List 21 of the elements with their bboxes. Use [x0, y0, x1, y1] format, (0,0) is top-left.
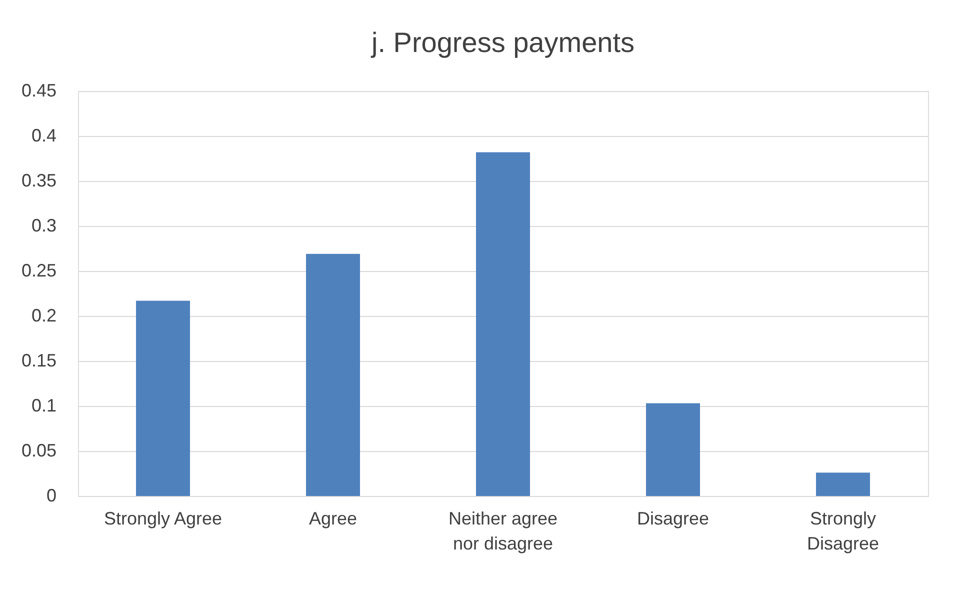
x-tick-label: Neither agree nor disagree	[448, 508, 558, 554]
y-tick-label: 0.4	[31, 126, 56, 146]
y-tick-label: 0.3	[31, 216, 56, 236]
y-tick-label: 0.05	[21, 440, 56, 460]
x-tick-label: Strongly Disagree	[806, 508, 880, 554]
bar	[646, 403, 700, 496]
y-tick-label: 0.2	[31, 306, 56, 326]
chart-title: j. Progress payments	[370, 27, 634, 58]
bar	[136, 300, 190, 496]
y-tick-label: 0.1	[31, 396, 56, 416]
bar	[816, 472, 870, 496]
y-tick-label: 0.35	[21, 170, 56, 190]
x-tick-label: Agree	[308, 508, 358, 528]
bar	[476, 152, 530, 496]
x-tick-label: Strongly Agree	[104, 508, 222, 528]
y-tick-label: 0.15	[21, 350, 56, 370]
y-tick-label: 0.45	[21, 80, 56, 100]
x-tick-label: Disagree	[636, 508, 710, 528]
y-tick-label: 0	[46, 486, 56, 506]
y-tick-label: 0.25	[21, 260, 56, 280]
bar	[306, 254, 360, 496]
